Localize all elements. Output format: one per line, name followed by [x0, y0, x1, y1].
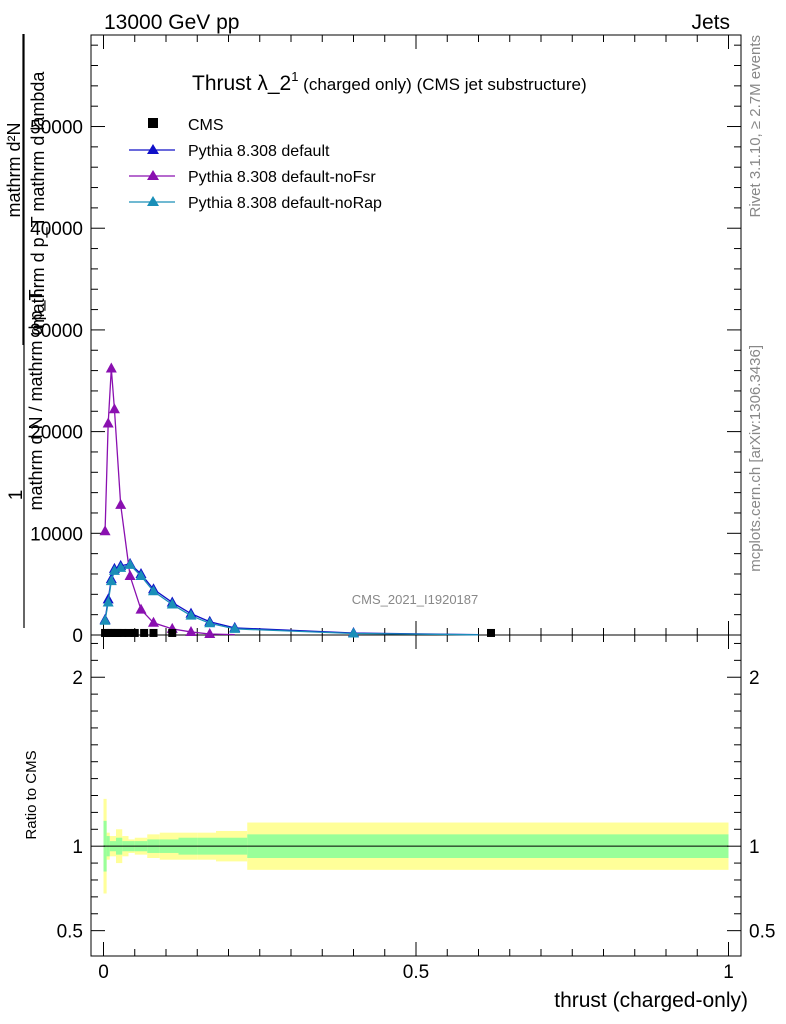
category-label: Jets [691, 11, 730, 34]
ratio-ytick-label-right: 2 [749, 668, 760, 689]
main-ytick-label: 0 [72, 626, 83, 647]
cms-data-point [124, 628, 133, 637]
ratio-axis-ticks: 0.5 0.5 1 1 2 2 0 0.5 1 [57, 635, 775, 983]
cms-data-point [118, 628, 127, 637]
series-marker-noFsr [204, 627, 216, 638]
ratio-ytick-label-right: 1 [749, 837, 760, 858]
cms-data-point [168, 628, 177, 637]
legend-marker-nofsr [147, 170, 159, 180]
cms-data-point [113, 628, 122, 637]
series-marker-noFsr [99, 525, 111, 536]
ratio-ytick-label: 2 [72, 668, 83, 689]
legend-marker-cms [148, 118, 158, 128]
ratio-ytick-label: 0.5 [57, 922, 83, 943]
legend-label-cms: CMS [188, 117, 224, 134]
ratio-ytick-label: 1 [72, 837, 83, 858]
series-marker-noFsr [102, 417, 114, 428]
series-marker-noRap [185, 609, 197, 620]
ratio-xtick-label: 0.5 [403, 962, 429, 983]
analysis-label: CMS_2021_I1920187 [352, 592, 479, 607]
legend-marker-norap [147, 196, 159, 206]
cms-data-point [487, 628, 495, 637]
ratio-ytick-label-right: 0.5 [749, 922, 775, 943]
series-marker-noFsr [135, 603, 147, 614]
legend-label-default: Pythia 8.308 default [188, 143, 330, 160]
ylabel-overall-denominator: mathrm d N / mathrm d p_T [26, 289, 47, 510]
main-ytick-label: 50000 [30, 118, 83, 139]
series-marker-noRap [166, 598, 178, 609]
ratio-xtick-label: 1 [723, 962, 734, 983]
series-marker-noRap [105, 575, 117, 586]
series-marker-noRap [135, 570, 147, 581]
series-marker-noFsr [115, 498, 127, 509]
ratio-xtick-label: 0 [98, 962, 109, 983]
series-marker-noRap [229, 622, 241, 633]
series-marker-noFsr [108, 403, 120, 414]
main-ytick-label: 40000 [30, 219, 83, 240]
legend: CMS Pythia 8.308 default Pythia 8.308 de… [129, 117, 382, 212]
main-axis-ticks: 0 10000 20000 30000 40000 50000 [30, 35, 741, 647]
series-line-noFsr [104, 368, 235, 636]
ylabel-denominator: mathrm d p_T mathrm d lambda [28, 71, 49, 329]
main-ylabel: 1 mathrm d N / mathrm d p_T mathrm d²N m… [4, 34, 49, 628]
cms-data-point [140, 628, 149, 637]
main-series-group [99, 362, 495, 638]
ratio-uncertainty-bands [103, 798, 729, 894]
rivet-label: Rivet 3.1.10, ≥ 2.7M events [747, 35, 764, 218]
cms-data-point [149, 628, 158, 637]
ratio-ylabel: Ratio to CMS [23, 750, 40, 839]
main-ytick-label: 10000 [30, 524, 83, 545]
series-marker-noFsr [185, 625, 197, 636]
series-marker-noFsr [105, 362, 117, 373]
main-ytick-label: 30000 [30, 321, 83, 342]
series-marker-noFsr [148, 616, 159, 627]
series-marker-noRap [115, 561, 127, 572]
cms-data-point [130, 628, 139, 637]
plot-title: Thrust λ_21 (charged only) (CMS jet subs… [192, 69, 587, 95]
series-marker-noRap [124, 558, 136, 569]
plot-title-sup: 1 [291, 69, 298, 84]
series-marker-noRap [348, 627, 359, 638]
ylabel-overall-numerator: 1 [6, 490, 27, 501]
ratio-panel-frame [90, 634, 742, 957]
legend-label-nofsr: Pythia 8.308 default-noFsr [188, 169, 376, 186]
series-marker-noRap [102, 596, 114, 607]
main-ytick-label: 20000 [30, 423, 83, 444]
series-marker-noRap [99, 614, 111, 625]
mcplots-label: mcplots.cern.ch [arXiv:1306.3436] [747, 345, 764, 572]
series-marker-noRap [204, 617, 216, 628]
plot-title-rest: (charged only) (CMS jet substructure) [298, 75, 586, 94]
energy-label: 13000 GeV pp [104, 11, 239, 34]
series-marker-noFsr [124, 570, 136, 581]
series-marker-noRap [148, 585, 159, 596]
ylabel-numerator: mathrm d²N [4, 122, 24, 217]
legend-marker-default [147, 144, 159, 154]
x-axis-label: thrust (charged-only) [554, 989, 748, 1012]
legend-label-norap: Pythia 8.308 default-noRap [188, 195, 382, 212]
plot-title-main: Thrust λ_2 [192, 72, 291, 95]
series-marker-noRap [108, 564, 120, 575]
